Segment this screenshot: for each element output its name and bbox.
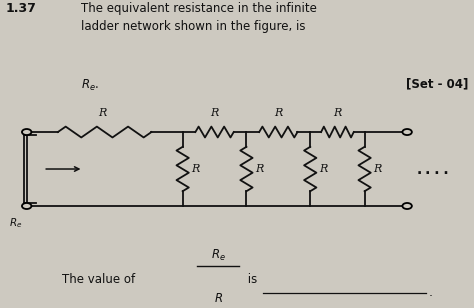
Text: R: R bbox=[319, 164, 327, 174]
Text: $R_e$: $R_e$ bbox=[9, 217, 22, 230]
Circle shape bbox=[402, 129, 412, 135]
Text: ....: .... bbox=[414, 161, 451, 176]
Circle shape bbox=[22, 203, 31, 209]
Text: The equivalent resistance in the infinite
ladder network shown in the figure, is: The equivalent resistance in the infinit… bbox=[81, 2, 317, 33]
Text: R: R bbox=[333, 108, 342, 119]
Text: is: is bbox=[244, 274, 257, 286]
Text: 1.37: 1.37 bbox=[5, 2, 36, 15]
Text: The value of: The value of bbox=[62, 274, 135, 286]
Text: .: . bbox=[428, 286, 432, 299]
Text: [Set - 04]: [Set - 04] bbox=[406, 78, 469, 91]
Text: $R_e$: $R_e$ bbox=[210, 248, 226, 263]
Text: $R$: $R$ bbox=[214, 292, 223, 305]
Text: R: R bbox=[210, 108, 219, 119]
Text: R: R bbox=[98, 108, 107, 119]
Circle shape bbox=[402, 203, 412, 209]
Text: R: R bbox=[255, 164, 264, 174]
Text: R: R bbox=[373, 164, 382, 174]
Text: R: R bbox=[274, 108, 283, 119]
Text: $R_e$.: $R_e$. bbox=[81, 78, 99, 93]
Text: R: R bbox=[191, 164, 200, 174]
Circle shape bbox=[22, 129, 31, 135]
